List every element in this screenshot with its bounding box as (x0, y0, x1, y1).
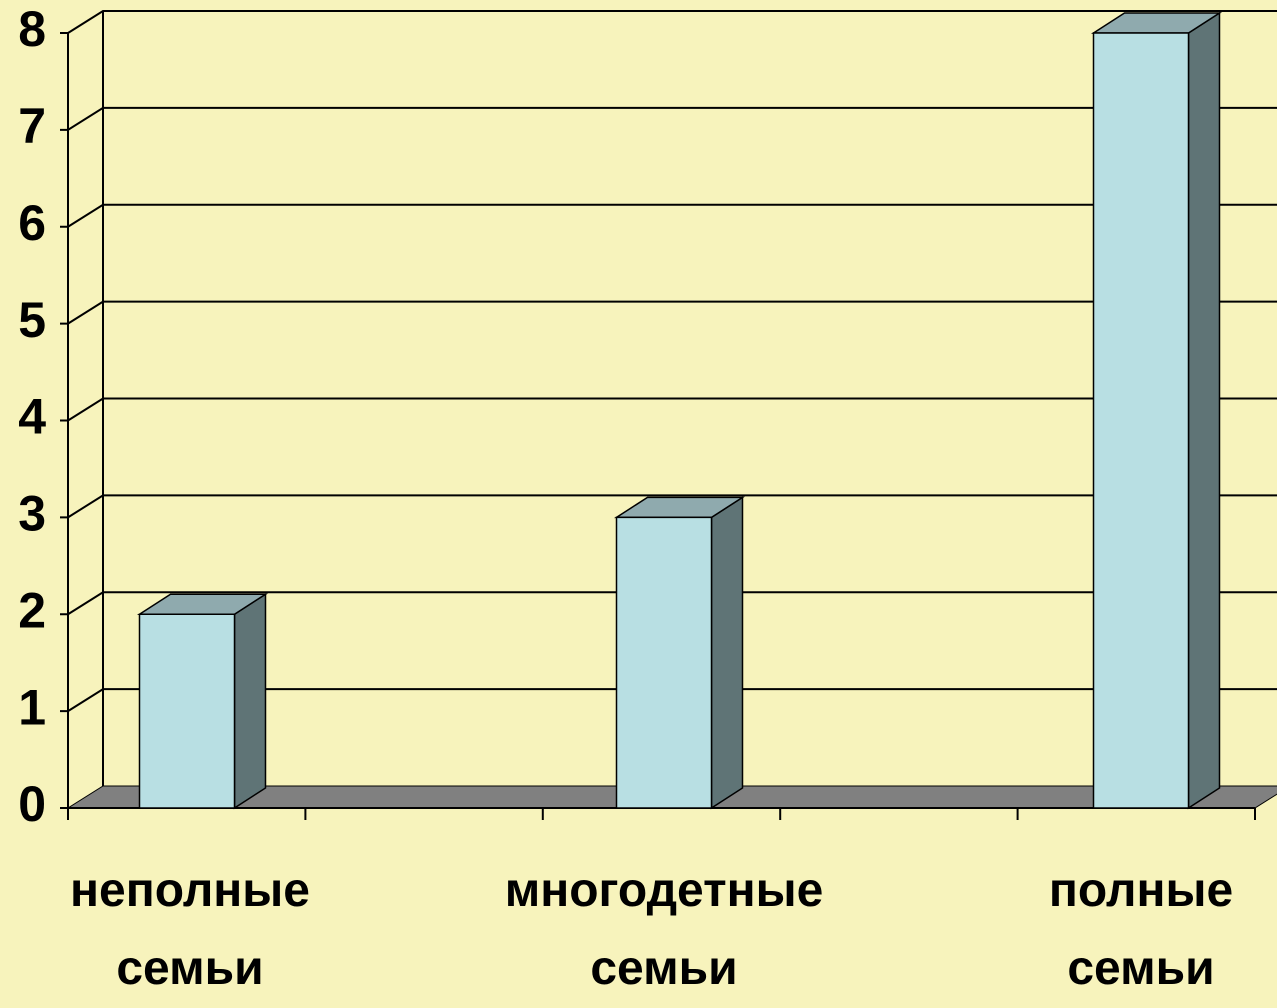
y-tick-label: 3 (18, 486, 46, 542)
y-tick-label: 2 (18, 582, 46, 638)
chart: 0 1 2 3 4 5 6 7 8 (18, 1, 1277, 832)
bar-side (710, 495, 744, 810)
x-tick-label: неполные семьи (70, 864, 310, 995)
grid-line (67, 397, 1277, 422)
grid-line (67, 300, 1277, 325)
bar-side (233, 592, 267, 810)
y-tick-label: 0 (18, 776, 46, 832)
grid-line (67, 203, 1277, 228)
y-tick-label: 6 (18, 195, 46, 251)
y-tick-label: 5 (18, 292, 46, 348)
bar-front (615, 516, 713, 809)
y-tick-label: 1 (18, 679, 46, 735)
grid-line (67, 591, 1277, 616)
bar-front (138, 613, 236, 809)
bar (1090, 11, 1223, 810)
page: {"chart_data": {"type": "bar", "categori… (18, 1, 1277, 995)
bar (613, 495, 746, 810)
grid-line (67, 106, 1277, 131)
x-tick-label: полные семьи (1048, 864, 1234, 995)
grid-line (67, 10, 1277, 34)
y-tick-label: 8 (18, 1, 46, 57)
y-tick-label: 7 (18, 98, 46, 154)
y-tick-label: 4 (18, 389, 46, 445)
x-tick-label: многодетные семьи (504, 864, 824, 995)
bar-side (1187, 11, 1221, 810)
grid-line (67, 688, 1277, 712)
bar-front (1092, 32, 1190, 809)
grid-line (67, 494, 1277, 519)
bar (136, 592, 269, 810)
